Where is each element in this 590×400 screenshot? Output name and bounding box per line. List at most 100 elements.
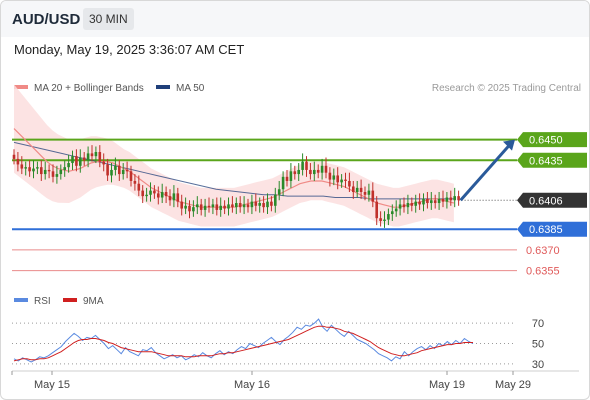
candle xyxy=(254,201,258,206)
candle xyxy=(433,200,437,204)
candle xyxy=(375,201,378,219)
candle xyxy=(32,168,35,172)
x-tick-label: May 19 xyxy=(429,379,465,391)
candle xyxy=(316,169,320,173)
candle xyxy=(125,169,129,172)
rsi-legend-label: RSI xyxy=(34,296,51,307)
candle xyxy=(16,158,20,165)
candle xyxy=(160,192,164,198)
candle xyxy=(211,204,215,208)
candle xyxy=(90,153,94,157)
candle xyxy=(40,167,43,175)
rsi-tick-label: 30 xyxy=(532,359,544,371)
candle xyxy=(242,204,246,208)
candle xyxy=(172,193,176,201)
candle xyxy=(274,194,277,206)
candle xyxy=(121,169,125,175)
candle xyxy=(348,180,351,187)
candle xyxy=(149,190,152,195)
candle xyxy=(137,183,141,191)
candle xyxy=(371,190,375,202)
candle xyxy=(118,165,121,175)
candle xyxy=(219,205,222,210)
ma50-legend-label: MA 50 xyxy=(176,83,205,94)
candle xyxy=(289,171,293,181)
x-tick-label: May 15 xyxy=(34,379,70,391)
timeframe-badge[interactable]: 30 MIN xyxy=(83,8,134,30)
candle xyxy=(75,156,78,166)
candle xyxy=(402,204,406,208)
ma20-line xyxy=(13,128,455,208)
candle xyxy=(422,198,425,205)
rsi-tick-label: 50 xyxy=(532,339,544,351)
candle xyxy=(270,201,273,206)
candle xyxy=(320,165,324,173)
candle xyxy=(110,169,113,176)
candle xyxy=(192,207,195,212)
candle xyxy=(355,187,359,192)
candle xyxy=(266,201,269,208)
candle xyxy=(352,186,355,192)
bollinger-band xyxy=(14,84,454,227)
candle xyxy=(297,169,300,175)
candle xyxy=(453,196,456,201)
candle xyxy=(328,172,332,180)
candle xyxy=(145,194,148,197)
candle xyxy=(363,192,367,195)
ma50-legend-swatch xyxy=(156,85,170,89)
rsi-ma-legend-label: 9MA xyxy=(83,296,104,307)
candle xyxy=(449,197,453,201)
candle xyxy=(51,171,55,177)
rsi-legend-swatch xyxy=(14,298,28,302)
candle xyxy=(28,167,31,172)
candle xyxy=(67,163,70,168)
candle xyxy=(98,152,102,162)
candle xyxy=(59,169,63,175)
forecast-arrow xyxy=(459,144,511,202)
research-credit: Research © 2025 Trading Central xyxy=(432,83,581,94)
symbol-title: AUD/USD xyxy=(12,11,81,28)
candle xyxy=(394,208,398,212)
candle xyxy=(359,187,363,192)
candle xyxy=(426,198,429,204)
candle xyxy=(102,161,105,165)
ma20-legend-swatch xyxy=(14,85,28,89)
level-tag-0.6435 xyxy=(517,152,587,168)
candle xyxy=(437,198,441,204)
candle xyxy=(188,205,191,212)
candle xyxy=(168,196,172,201)
candle xyxy=(79,157,82,166)
candle xyxy=(340,179,343,183)
level-tag-0.6450 xyxy=(517,132,587,148)
rsi-tick-label: 70 xyxy=(532,318,544,330)
level-label-0.6435: 0.6435 xyxy=(529,155,563,167)
candle xyxy=(94,152,98,157)
level-label-0.6370: 0.6370 xyxy=(526,245,560,257)
forecast-arrow-head xyxy=(503,139,515,151)
level-tag-0.6385 xyxy=(517,221,587,237)
candle xyxy=(383,219,386,221)
level-label-0.6385: 0.6385 xyxy=(529,224,563,236)
candle xyxy=(203,205,207,210)
candle xyxy=(196,204,199,208)
candle xyxy=(20,164,24,169)
candle xyxy=(36,167,39,169)
candle xyxy=(301,161,304,170)
rsi-ma-legend-swatch xyxy=(63,298,77,302)
candle xyxy=(344,179,347,181)
candle xyxy=(258,203,261,206)
datetime-label: Monday, May 19, 2025 3:36:07 AM CET xyxy=(14,42,245,57)
candle xyxy=(238,203,242,208)
candle xyxy=(235,203,238,208)
candle xyxy=(223,205,226,209)
candle xyxy=(129,171,133,181)
candle xyxy=(207,205,211,208)
candle xyxy=(141,190,144,197)
candle xyxy=(332,175,336,180)
candle xyxy=(133,180,137,184)
candle xyxy=(305,161,308,170)
candle xyxy=(457,196,460,201)
candle xyxy=(430,200,433,204)
ma20-legend-label: MA 20 + Bollinger Bands xyxy=(34,83,144,94)
candle xyxy=(367,190,371,195)
